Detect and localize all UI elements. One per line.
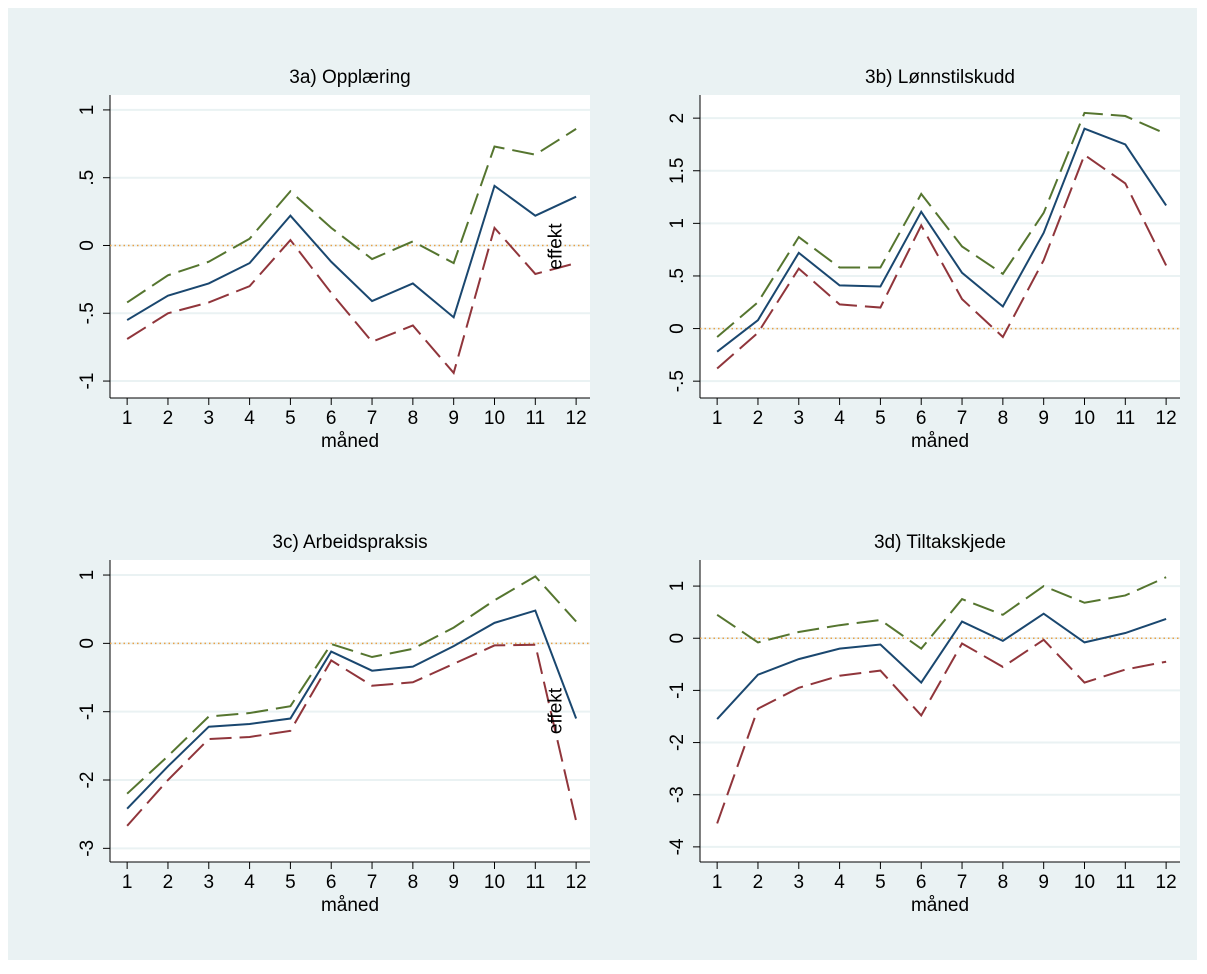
x-tick-label: 12: [566, 408, 587, 429]
series-line: [716, 111, 1167, 338]
y-tick-label: -.5: [667, 370, 688, 392]
annotation: effekt: [545, 223, 566, 270]
y-tick-label: 0: [77, 240, 98, 251]
x-tick-label: 10: [484, 408, 505, 429]
x-tick-label: 3: [203, 408, 214, 429]
x-tick-label: 1: [712, 408, 723, 429]
series-line: [126, 184, 577, 321]
x-tick-label: 8: [408, 872, 419, 893]
x-tick-label: 12: [566, 872, 587, 893]
x-tick-label: 6: [916, 408, 927, 429]
series-line: [126, 128, 577, 304]
x-axis-title: måned: [321, 431, 379, 452]
x-tick-label: 11: [1115, 872, 1135, 893]
annotation: effekt: [545, 687, 566, 734]
y-tick-label: 1: [667, 218, 688, 229]
x-tick-label: 3: [793, 872, 804, 893]
x-tick-label: 11: [525, 872, 545, 893]
x-tick-label: 10: [484, 872, 505, 893]
x-tick-label: 4: [834, 408, 845, 429]
x-tick-label: 2: [163, 872, 174, 893]
y-tick-label: -1: [667, 682, 688, 699]
y-tick-label: 0: [667, 323, 688, 334]
x-tick-label: 7: [367, 872, 378, 893]
series-line: [126, 575, 577, 795]
series-line: [716, 127, 1167, 353]
x-tick-label: 12: [1156, 408, 1177, 429]
y-tick-label: -2: [77, 772, 98, 789]
x-tick-label: 11: [1115, 408, 1135, 429]
chart-title: 3c) Arbeidspraksis: [272, 532, 427, 553]
y-tick-label: -3: [667, 786, 688, 803]
series-line: [716, 576, 1167, 651]
y-tick-label: -1: [77, 703, 98, 720]
x-tick-label: 9: [1038, 408, 1049, 429]
y-tick-label: .5: [667, 268, 688, 284]
chart-title: 3b) Lønnstilskudd: [865, 67, 1015, 88]
y-tick-label: 0: [77, 638, 98, 649]
y-tick-label: -2: [667, 734, 688, 751]
series-line: [716, 612, 1167, 720]
x-tick-label: 6: [916, 872, 927, 893]
y-tick-label: 2: [667, 113, 688, 124]
plot-region: [110, 95, 590, 398]
x-tick-label: 5: [285, 408, 296, 429]
series-line: [716, 638, 1167, 824]
series-line: [126, 609, 578, 810]
y-tick-label: 1: [667, 581, 688, 592]
x-tick-label: 2: [163, 408, 174, 429]
y-tick-label: -.5: [77, 302, 98, 324]
y-tick-label: 1: [77, 570, 98, 581]
x-tick-label: 7: [367, 408, 378, 429]
x-tick-label: 6: [326, 872, 337, 893]
x-tick-label: 5: [285, 872, 296, 893]
x-tick-label: 4: [244, 872, 255, 893]
x-tick-label: 9: [448, 872, 459, 893]
x-axis-title: måned: [911, 431, 969, 452]
x-axis-title: måned: [321, 895, 379, 916]
x-tick-label: 2: [753, 408, 764, 429]
series-line: [126, 643, 578, 827]
x-tick-label: 6: [326, 408, 337, 429]
series-line: [716, 153, 1168, 370]
x-tick-label: 11: [525, 408, 545, 429]
plot-region: [700, 560, 1180, 862]
x-tick-label: 7: [957, 408, 968, 429]
x-tick-label: 8: [408, 408, 419, 429]
x-tick-label: 5: [875, 872, 886, 893]
x-tick-label: 1: [122, 872, 133, 893]
x-tick-label: 1: [712, 872, 723, 893]
x-tick-label: 12: [1156, 872, 1177, 893]
x-tick-label: 8: [998, 872, 1009, 893]
plot-region: [700, 95, 1180, 398]
x-tick-label: 10: [1074, 872, 1095, 893]
y-tick-label: 1: [77, 105, 98, 116]
y-tick-label: -4: [667, 838, 688, 855]
x-tick-label: 7: [957, 872, 968, 893]
y-tick-label: 1.5: [667, 158, 688, 184]
y-tick-label: .5: [77, 170, 98, 186]
x-tick-label: 1: [122, 408, 133, 429]
chart-title: 3d) Tiltakskjede: [874, 532, 1006, 553]
x-tick-label: 2: [753, 872, 764, 893]
y-tick-label: 0: [667, 633, 688, 644]
x-tick-label: 10: [1074, 408, 1095, 429]
chart-title: 3a) Opplæring: [289, 67, 410, 88]
y-tick-label: -1: [77, 373, 98, 390]
x-tick-label: 3: [793, 408, 804, 429]
x-axis-title: måned: [911, 895, 969, 916]
x-tick-label: 9: [448, 408, 459, 429]
x-tick-label: 3: [203, 872, 214, 893]
x-tick-label: 8: [998, 408, 1009, 429]
y-tick-label: -3: [77, 840, 98, 857]
x-tick-label: 9: [1038, 872, 1049, 893]
x-tick-label: 5: [875, 408, 886, 429]
x-tick-label: 4: [834, 872, 845, 893]
x-tick-label: 4: [244, 408, 255, 429]
